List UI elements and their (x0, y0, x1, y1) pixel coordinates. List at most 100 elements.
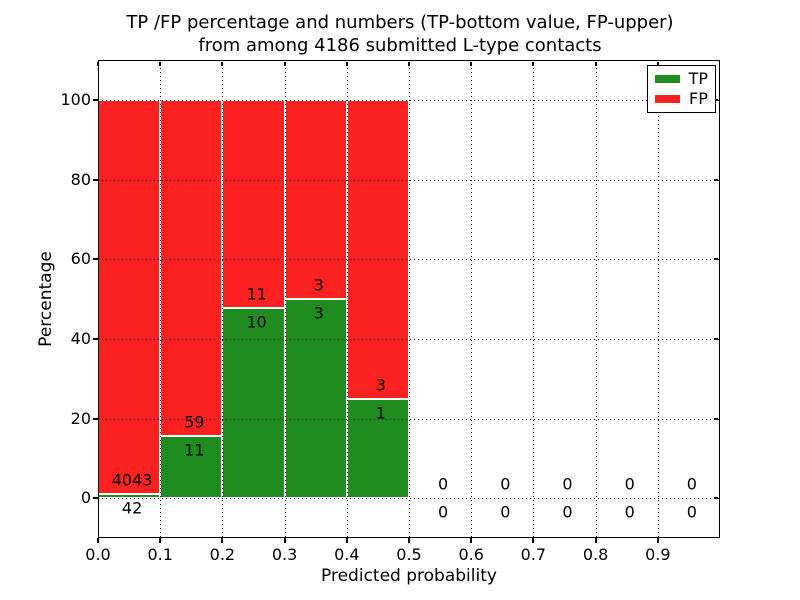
tp-count-label: 42 (121, 498, 143, 518)
legend-item-tp: TP (655, 71, 708, 87)
y-tick-label: 20 (70, 408, 91, 428)
x-tick-mark-top (470, 62, 473, 66)
gridline-vertical (471, 60, 473, 538)
x-tick-mark (594, 538, 597, 543)
y-tick-mark (93, 417, 98, 420)
fp-count-label: 0 (500, 474, 511, 494)
fp-count-label: 3 (375, 375, 386, 395)
bar-segment-fp (98, 99, 161, 495)
x-tick-mark (345, 538, 348, 543)
fp-count-label: 4043 (111, 470, 153, 490)
fp-count-label: 59 (184, 412, 205, 432)
legend-label-tp: TP (688, 69, 708, 88)
x-tick-mark-top (656, 62, 659, 66)
y-tick-mark-right (714, 417, 718, 420)
fp-count-label: 0 (686, 474, 697, 494)
y-tick-mark (93, 178, 98, 181)
x-tick-label: 0.0 (85, 545, 111, 564)
y-tick-mark-right (714, 98, 718, 101)
legend-label-fp: FP (689, 89, 708, 108)
x-tick-mark-top (408, 62, 410, 66)
x-tick-mark-top (221, 62, 224, 66)
legend-item-fp: FP (655, 91, 708, 107)
gridline-horizontal (98, 99, 720, 101)
y-tick-label: 40 (70, 328, 91, 348)
x-tick-label: 0.3 (271, 545, 298, 564)
x-tick-mark (532, 538, 535, 543)
y-tick-mark (93, 497, 98, 500)
tp-count-label: 0 (500, 502, 511, 522)
gridline-vertical (595, 60, 597, 538)
fp-color-swatch (655, 95, 680, 103)
x-tick-mark-top (159, 62, 162, 66)
tp-count-label: 0 (438, 502, 449, 522)
y-tick-mark-right (714, 497, 718, 500)
chart-title-line2: from among 4186 submitted L-type contact… (198, 35, 602, 56)
bar-segment-fp (346, 99, 409, 399)
x-tick-mark-top (594, 62, 597, 66)
x-tick-mark-top (97, 62, 99, 66)
fp-count-label: 0 (624, 474, 635, 494)
bar-segment-fp (222, 99, 285, 309)
chart-title-line1: TP /FP percentage and numbers (TP-bottom… (126, 12, 674, 33)
gridline-vertical (409, 60, 410, 538)
gridline-vertical (533, 60, 535, 538)
tp-count-label: 0 (562, 502, 573, 522)
gridline-vertical (284, 60, 286, 538)
x-axis-label: Predicted probability (321, 566, 497, 586)
fp-count-label: 0 (438, 474, 449, 494)
y-tick-label: 0 (80, 488, 91, 508)
tp-count-label: 1 (375, 403, 386, 423)
bar-segment-tp (160, 435, 223, 499)
fp-count-label: 3 (313, 275, 324, 295)
gridline-horizontal (98, 259, 720, 261)
x-tick-mark (97, 538, 99, 543)
x-tick-label: 0.9 (645, 545, 671, 564)
fp-count-label: 0 (562, 474, 573, 494)
y-tick-mark-right (714, 178, 718, 181)
bar-segment-tp (284, 299, 347, 499)
x-tick-mark (159, 538, 162, 543)
tp-count-label: 0 (686, 502, 697, 522)
gridline-vertical (657, 60, 659, 538)
bar-segment-tp (222, 308, 285, 499)
tp-count-label: 10 (246, 312, 267, 332)
y-tick-mark (93, 337, 98, 340)
x-tick-mark (656, 538, 659, 543)
gridline-vertical (160, 60, 162, 538)
gridline-horizontal (98, 179, 720, 181)
x-tick-mark (221, 538, 224, 543)
tp-count-label: 3 (313, 303, 324, 323)
tp-color-swatch (655, 75, 680, 83)
bar-segment-fp (284, 99, 347, 299)
x-tick-label: 0.5 (396, 545, 422, 564)
y-tick-label: 80 (70, 169, 91, 189)
tp-count-label: 0 (624, 502, 635, 522)
bar-segment-tp (346, 398, 409, 499)
y-tick-mark (93, 98, 98, 101)
x-tick-mark-top (532, 62, 535, 66)
y-tick-mark (93, 258, 98, 261)
bar-segment-fp (160, 99, 223, 436)
x-tick-label: 0.7 (520, 545, 547, 564)
x-tick-mark-top (345, 62, 348, 66)
x-tick-mark-top (283, 62, 286, 66)
y-tick-label: 60 (70, 249, 91, 269)
y-tick-mark-right (714, 258, 718, 261)
gridline-horizontal (98, 338, 720, 340)
gridline-horizontal (98, 498, 720, 500)
x-tick-mark (408, 538, 410, 543)
gridline-vertical (222, 60, 224, 538)
y-tick-mark-right (714, 337, 718, 340)
tp-count-label: 11 (184, 440, 205, 460)
gridline-vertical (346, 60, 348, 538)
x-tick-mark (470, 538, 473, 543)
x-tick-label: 0.4 (334, 545, 360, 564)
x-tick-label: 0.2 (209, 545, 236, 564)
x-tick-label: 0.8 (582, 545, 609, 564)
y-tick-label: 100 (60, 89, 91, 109)
fp-count-label: 11 (246, 284, 267, 304)
gridline-horizontal (98, 418, 720, 420)
